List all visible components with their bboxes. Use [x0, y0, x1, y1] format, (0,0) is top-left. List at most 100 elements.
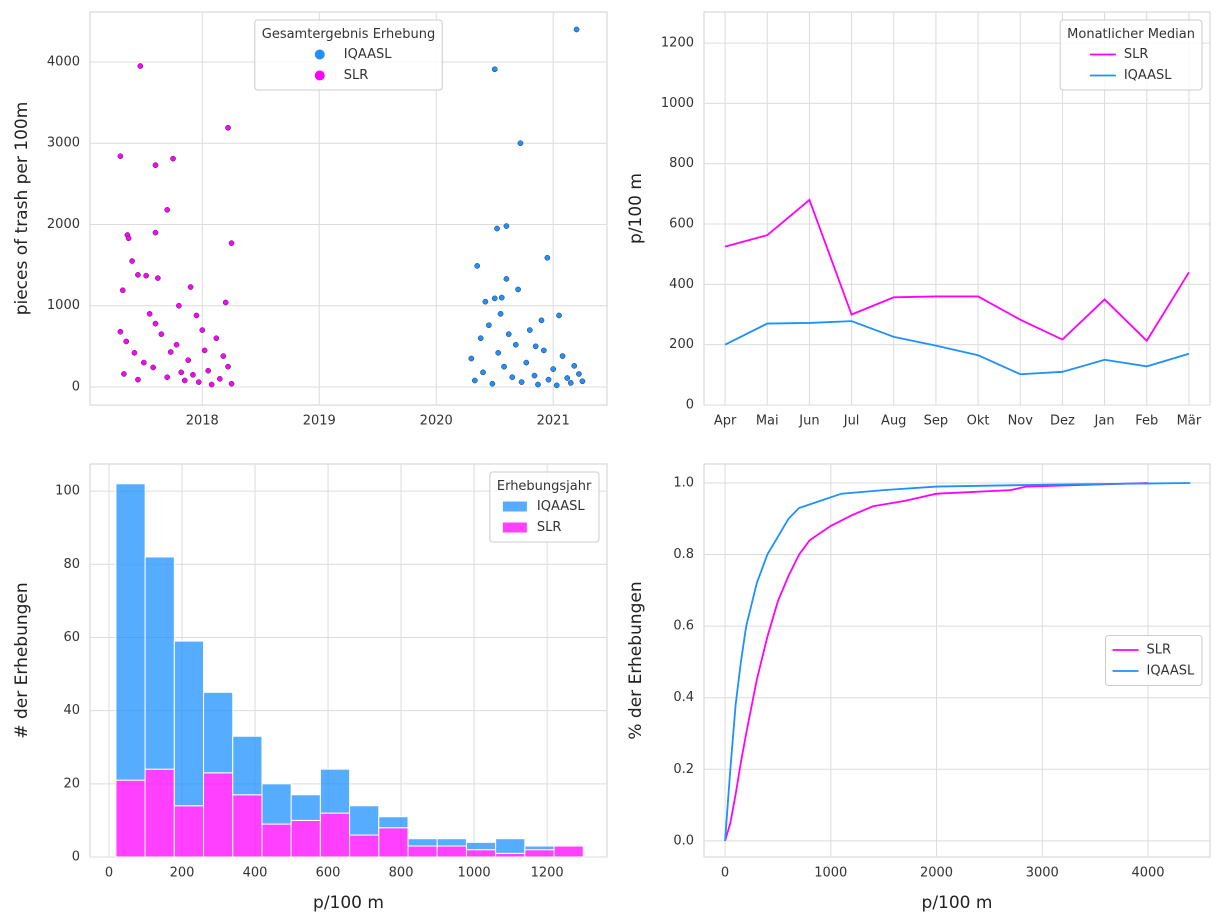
point: [556, 312, 562, 319]
legend: Erhebungsjahr IQAASL SLR: [489, 471, 600, 543]
x-axis-label: p/100 m: [313, 893, 384, 913]
x-tick-label: 200: [170, 866, 195, 881]
bar: [173, 805, 205, 858]
x-tick-label: 2000: [920, 866, 953, 881]
legend-marker: [502, 522, 527, 533]
bar: [261, 823, 292, 858]
y-tick-label: 400: [669, 277, 694, 292]
point: [117, 153, 124, 160]
point: [517, 140, 524, 147]
bar: [524, 845, 555, 851]
point: [545, 376, 552, 383]
y-tick-label: 1200: [661, 36, 694, 51]
legend: SLR IQAASL: [1105, 635, 1203, 686]
point: [491, 66, 498, 73]
point: [497, 310, 504, 317]
x-tick-label: Mär: [1177, 414, 1202, 429]
line: [724, 198, 1190, 343]
y-tick-label: 0.6: [673, 619, 694, 634]
x-tick-label: 2019: [303, 414, 336, 429]
point: [131, 349, 138, 356]
point: [216, 375, 223, 382]
legend-items: SLR IQAASL: [1089, 47, 1172, 83]
point: [170, 155, 176, 162]
point: [152, 229, 159, 236]
point: [208, 381, 215, 388]
x-tick-label: Jul: [843, 414, 860, 429]
y-tick-label: 2000: [47, 217, 80, 232]
legend-frame: [1105, 635, 1203, 686]
point: [505, 331, 512, 338]
y-tick-label: 800: [669, 156, 694, 171]
point: [535, 381, 541, 388]
y-tick-label: 1000: [661, 96, 694, 111]
y-tick-label: 200: [669, 337, 694, 352]
x-tick-label: 3000: [1026, 866, 1059, 881]
y-axis-label: p/100 m: [626, 173, 646, 244]
point: [181, 377, 188, 384]
legend-label: SLR: [1124, 47, 1149, 62]
point: [503, 276, 510, 282]
point: [477, 335, 484, 342]
x-tick-label: 2020: [420, 414, 453, 429]
legend-label: SLR: [344, 68, 369, 83]
point: [135, 271, 141, 278]
x-tick-label: Feb: [1135, 414, 1158, 429]
point: [518, 379, 525, 385]
point: [178, 369, 185, 376]
y-tick-label: 0.4: [673, 690, 694, 705]
bar: [436, 838, 467, 847]
y-tick-label: 0: [686, 398, 694, 413]
point: [509, 374, 516, 381]
point: [205, 367, 211, 374]
point: [187, 284, 194, 290]
point: [185, 357, 192, 364]
legend-label: SLR: [1147, 643, 1172, 658]
point: [491, 295, 498, 302]
point: [531, 372, 538, 379]
y-tick-label: 20: [63, 776, 80, 791]
point: [146, 310, 153, 317]
point: [129, 258, 135, 264]
legend-label: IQAASL: [1147, 664, 1195, 679]
point: [494, 225, 500, 232]
legend: Gesamtergebnis Erhebung IQAASL SLR: [254, 19, 443, 91]
point: [190, 371, 196, 378]
point: [576, 371, 582, 377]
legend-items: IQAASL SLR: [314, 47, 392, 83]
bar: [436, 845, 467, 858]
point: [553, 382, 560, 389]
line: [724, 482, 1191, 841]
bar: [203, 691, 234, 774]
y-tick-label: 1.0: [673, 475, 694, 490]
point: [540, 347, 547, 354]
point: [515, 286, 521, 293]
point: [468, 355, 475, 362]
y-tick-label: 60: [63, 630, 80, 645]
y-tick-label: 0: [72, 850, 80, 865]
point: [544, 254, 551, 261]
legend-title: Monatlicher Median: [1067, 27, 1195, 42]
bar: [115, 779, 146, 858]
y-axis-label: # der Erhebungen: [12, 582, 32, 738]
bar: [115, 483, 146, 781]
panel: 2018 2019 2020 2021 0 1000 2000 3000 4000 pieces …: [12, 11, 608, 429]
bar: [349, 834, 380, 858]
legend-label: IQAASL: [344, 47, 392, 62]
bar: [378, 827, 409, 858]
legend-title: Erhebungsjahr: [497, 479, 592, 494]
bar: [173, 640, 205, 807]
bar: [261, 783, 292, 825]
y-tick-label: 600: [669, 217, 694, 232]
point: [164, 206, 171, 213]
x-tick-label: 400: [243, 866, 268, 881]
legend-frame: [254, 19, 443, 91]
point: [137, 63, 144, 69]
y-tick-label: 100: [55, 484, 80, 499]
point: [121, 371, 127, 377]
x-tick-label: Jan: [1094, 414, 1115, 429]
point: [164, 374, 171, 381]
point: [571, 362, 578, 369]
y-tick-label: 40: [63, 703, 80, 718]
